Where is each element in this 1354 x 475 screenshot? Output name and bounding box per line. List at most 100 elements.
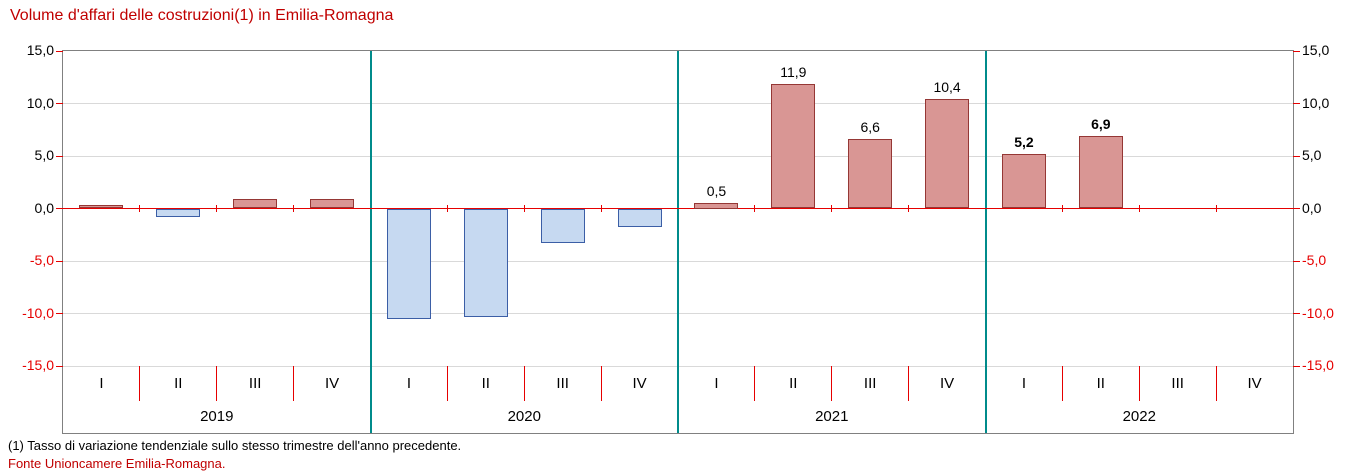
quarter-label: IV: [939, 375, 955, 392]
quarter-label: IV: [324, 375, 340, 392]
x-axis-tick: [446, 205, 448, 212]
quarter-label: I: [714, 375, 719, 392]
quarter-label: II: [1096, 375, 1105, 392]
y-axis-tick: [1293, 155, 1300, 157]
category-separator: [216, 366, 218, 401]
year-separator-line: [369, 51, 372, 433]
y-axis-label-right: -10,0: [1302, 304, 1334, 321]
x-axis-tick: [754, 205, 756, 212]
y-axis-tick: [56, 155, 63, 157]
y-axis-tick: [56, 260, 63, 262]
y-axis-label-right: 15,0: [1302, 42, 1330, 58]
category-separator: [139, 366, 141, 401]
year-label: 2022: [1122, 408, 1156, 425]
bar-value-label: 11,9: [780, 63, 807, 80]
category-separator: [908, 366, 910, 401]
quarter-label: I: [99, 375, 104, 392]
quarter-label: III: [248, 375, 262, 392]
x-axis-tick: [908, 205, 910, 212]
quarter-label: III: [1171, 375, 1184, 392]
year-separator-line: [677, 51, 679, 433]
quarter-label: III: [556, 375, 569, 392]
x-axis-tick: [1061, 205, 1063, 212]
y-axis-label-left: 15,0: [26, 42, 54, 58]
category-separator: [293, 366, 295, 401]
y-axis-label-left: 5,0: [34, 147, 54, 163]
quarter-label: II: [789, 375, 798, 392]
bar: [771, 83, 816, 209]
bar: [1001, 153, 1046, 209]
y-axis-label-left: -15,0: [22, 357, 54, 373]
year-label: 2021: [815, 408, 849, 425]
y-axis-tick: [1293, 208, 1300, 209]
year-label: 2019: [200, 408, 234, 425]
source-text: Fonte Unioncamere Emilia-Romagna.: [8, 456, 226, 471]
x-axis-tick: [1215, 205, 1217, 212]
x-axis-tick: [831, 205, 833, 212]
y-axis-tick: [1293, 365, 1300, 367]
category-separator: [1138, 366, 1140, 401]
plot-area: I II III IV 2019 I II III IV 2020 I 0,5 II 11,9 III 6,6…: [56, 50, 1300, 434]
bar-value-label: 6,9: [1091, 116, 1111, 133]
category-separator: [600, 366, 602, 401]
y-axis-tick: [56, 365, 63, 367]
quarter-label: IV: [632, 375, 647, 392]
chart-title: Volume d'affari delle costruzioni(1) in …: [10, 7, 394, 24]
x-axis-tick: [139, 205, 141, 212]
bar: [1078, 136, 1123, 209]
y-axis-tick: [1293, 313, 1300, 314]
year-separator-line: [984, 51, 987, 433]
quarter-label: III: [863, 375, 877, 392]
y-axis-label-right: 10,0: [1302, 94, 1330, 111]
y-axis-label-left: -10,0: [22, 304, 54, 321]
bar: [463, 209, 508, 318]
category-separator: [446, 366, 448, 401]
bar-value-label: 0,5: [706, 183, 727, 200]
y-axis-tick: [1293, 260, 1300, 262]
quarter-label: II: [481, 375, 490, 392]
bar: [79, 205, 124, 209]
bar: [848, 139, 893, 209]
y-axis-label-left: 0,0: [34, 199, 54, 216]
footnote-text: (1) Tasso di variazione tendenziale sull…: [8, 438, 462, 453]
y-axis-tick: [56, 208, 63, 209]
bar: [156, 209, 201, 218]
bar: [233, 199, 278, 209]
y-axis-tick: [56, 313, 63, 314]
y-axis-tick: [1293, 103, 1300, 104]
category-separator: [754, 366, 756, 401]
x-axis-tick: [216, 205, 218, 212]
bar: [540, 209, 585, 243]
bar: [310, 199, 355, 209]
bar: [617, 209, 662, 227]
bar: [925, 99, 970, 209]
category-separator: [1061, 366, 1063, 401]
bar-value-label: 5,2: [1014, 133, 1034, 150]
quarter-label: I: [406, 375, 412, 392]
bar-value-label: 6,6: [860, 119, 880, 136]
y-axis-label-right: -5,0: [1302, 252, 1327, 268]
y-axis-label-left: 10,0: [26, 94, 54, 111]
y-axis-tick: [56, 50, 63, 52]
y-axis-label-right: 0,0: [1302, 199, 1322, 216]
y-axis-label-left: -5,0: [29, 252, 54, 268]
zero-axis-line: [63, 208, 1293, 209]
bar: [694, 203, 739, 209]
bar: [386, 209, 431, 320]
quarter-label: IV: [1247, 375, 1262, 392]
y-axis-tick: [56, 103, 63, 104]
x-axis-tick: [293, 205, 295, 212]
category-separator: [523, 366, 525, 401]
category-separator: [831, 366, 833, 401]
year-label: 2020: [507, 408, 541, 425]
quarter-label: II: [174, 375, 183, 392]
bar-value-label: 10,4: [933, 79, 961, 96]
x-axis-tick: [1138, 205, 1140, 212]
y-axis-tick: [1293, 50, 1300, 52]
y-axis-label-right: -15,0: [1302, 357, 1334, 373]
x-axis-tick: [523, 205, 525, 212]
y-axis-label-right: 5,0: [1302, 147, 1322, 163]
x-axis-tick: [600, 205, 602, 212]
quarter-label: I: [1021, 375, 1027, 392]
